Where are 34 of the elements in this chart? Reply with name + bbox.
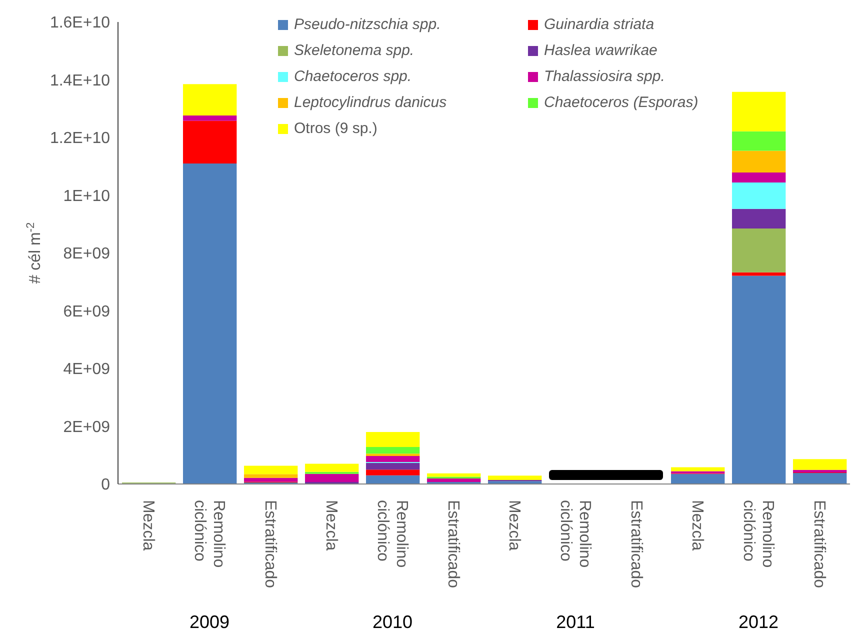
x-tick-label: Mezcla — [506, 500, 522, 551]
x-tick-label: Mezcla — [688, 500, 706, 551]
legend-label: Skeletonema spp. — [294, 42, 414, 59]
y-tick-label: 8E+09 — [63, 246, 110, 263]
x-tick-label: Estratificado — [628, 500, 644, 588]
text: 2009 — [189, 612, 230, 632]
x-tick-label: Mezcla — [140, 500, 156, 551]
legend-label: Leptocylindrus danicus — [294, 94, 447, 111]
y-tick-label: 1.2E+10 — [50, 130, 110, 148]
legend-label: Pseudo-nitzschia spp. — [294, 16, 441, 33]
legend-label: Thalassiosira spp. — [544, 68, 665, 85]
y-tick-label: 4E+09 — [63, 361, 110, 378]
text: 2012 — [738, 612, 779, 632]
x-tick-label: Mezcla — [322, 500, 340, 551]
x-tick-label: Remolino ciclónico — [740, 500, 776, 568]
text: 2011 — [556, 612, 595, 632]
x-tick-label: Remolino ciclónico — [191, 500, 227, 568]
x-tick-label: Estratificado — [444, 500, 462, 588]
x-tick-label: Estratificado — [262, 500, 278, 588]
y-tick-label: 0 — [101, 476, 110, 494]
legend-label: Otros (9 sp.) — [294, 120, 378, 137]
legend-label: Haslea wawrikae — [544, 42, 658, 59]
x-tick-label: Remolino ciclónico — [374, 500, 410, 568]
y-tick-label: 1.4E+10 — [50, 72, 110, 90]
legend-label: Chaetoceros (Esporas) — [544, 94, 698, 111]
legend-label: Guinardia striata — [544, 16, 654, 33]
y-tick-label: 2E+09 — [63, 418, 110, 436]
legend-label: Chaetoceros spp. — [294, 68, 412, 85]
x-tick-label: Estratificado — [810, 500, 828, 588]
y-tick-label: 1E+10 — [63, 188, 110, 205]
x-tick-label: Remolino ciclónico — [557, 500, 593, 568]
y-tick-label: 1.6E+10 — [50, 14, 110, 32]
text: 2010 — [372, 612, 413, 632]
y-tick-label: 6E+09 — [63, 303, 110, 320]
